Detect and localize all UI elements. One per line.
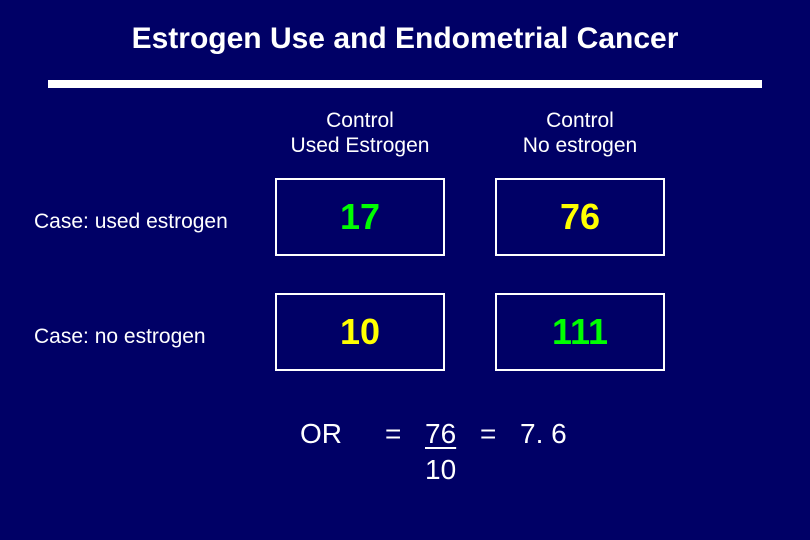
or-label: OR: [300, 418, 342, 450]
column-header-2-line1: Control: [546, 109, 614, 132]
column-header-1-line1: Control: [326, 109, 394, 132]
or-equals-1: =: [385, 418, 401, 450]
or-result: 7. 6: [520, 418, 567, 450]
or-equals-2: =: [480, 418, 496, 450]
cell-r1-c2: 76: [495, 178, 665, 256]
column-header-2: Control No estrogen: [480, 108, 680, 158]
title-divider: [48, 80, 762, 88]
slide: Estrogen Use and Endometrial Cancer Cont…: [0, 0, 810, 540]
column-header-1: Control Used Estrogen: [260, 108, 460, 158]
slide-title: Estrogen Use and Endometrial Cancer: [0, 22, 810, 56]
row-label-1: Case: used estrogen: [34, 210, 228, 234]
or-denominator: 10: [425, 454, 456, 486]
or-numerator: 76: [425, 418, 456, 450]
cell-r2-c1: 10: [275, 293, 445, 371]
cell-r1-c1: 17: [275, 178, 445, 256]
row-label-2: Case: no estrogen: [34, 325, 206, 349]
column-header-2-line2: No estrogen: [523, 134, 637, 157]
cell-r2-c2: 111: [495, 293, 665, 371]
column-header-1-line2: Used Estrogen: [291, 134, 430, 157]
